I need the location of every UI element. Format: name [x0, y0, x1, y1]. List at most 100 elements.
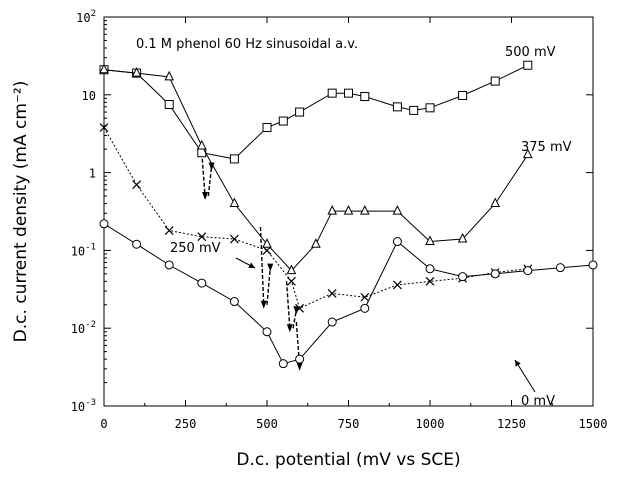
data-point-cross — [164, 226, 174, 235]
series-250-mv — [99, 123, 533, 333]
series-labels: 500 mV 375 mV 250 mV 0 mV — [170, 45, 572, 409]
y-tick-label: 10-3 — [71, 398, 96, 414]
series-line — [103, 69, 529, 272]
y-tick-label: 102 — [76, 9, 96, 25]
data-point-circle — [99, 219, 109, 229]
data-point-triangle — [131, 66, 142, 77]
drop-arrowhead — [296, 362, 303, 371]
data-point-cross — [392, 280, 402, 290]
drop-line — [266, 267, 271, 305]
data-point-square — [490, 76, 500, 86]
x-tick-label: 500 — [256, 417, 278, 431]
label-pointer-arrowhead — [515, 360, 521, 367]
data-point-circle — [327, 317, 337, 327]
data-point-square — [392, 102, 402, 112]
label-pointer — [514, 359, 536, 393]
data-point-cross — [132, 180, 142, 190]
data-point-circle — [295, 354, 305, 364]
data-point-cross — [295, 303, 305, 313]
data-point-triangle — [164, 70, 175, 81]
data-point-circle — [490, 269, 500, 279]
data-point-square — [409, 105, 419, 115]
y-tick-label: 10-1 — [71, 242, 96, 258]
data-point-triangle — [522, 148, 533, 159]
data-point-triangle — [286, 264, 297, 275]
data-point-circle — [197, 278, 207, 288]
data-point-triangle — [229, 197, 240, 208]
data-point-triangle — [343, 204, 354, 215]
series-layer — [99, 60, 598, 371]
data-point-triangle — [425, 235, 435, 246]
x-tick-label: 1000 — [416, 417, 445, 431]
x-tick-label: 0 — [100, 417, 107, 431]
series-label: 250 mV — [170, 241, 221, 256]
data-point-cross — [425, 276, 435, 286]
data-point-circle — [555, 263, 565, 273]
data-point-triangle — [327, 204, 338, 215]
x-tick-label: 750 — [338, 417, 360, 431]
data-point-square — [295, 107, 305, 117]
x-axis-title: D.c. potential (mV vs SCE) — [236, 450, 460, 470]
x-tick-label: 1500 — [579, 417, 608, 431]
data-point-square — [425, 103, 435, 113]
drop-line — [292, 310, 298, 329]
series-label: 0 mV — [521, 394, 555, 409]
y-tick-label: 10-2 — [71, 320, 96, 336]
data-point-triangle — [196, 139, 207, 150]
drop-arrowhead — [267, 263, 274, 272]
drop-arrowhead — [286, 324, 293, 333]
drop-arrowhead — [260, 300, 267, 309]
x-tick-label: 1250 — [497, 417, 526, 431]
data-point-cross — [262, 245, 272, 255]
data-point-circle — [360, 303, 370, 313]
data-point-triangle — [457, 232, 468, 243]
drop-arrowhead — [208, 162, 215, 171]
data-point-triangle — [262, 238, 272, 248]
drop-line — [207, 166, 213, 197]
data-point-circle — [588, 260, 598, 270]
axis-ticks: 0 250 500 750 1000 1250 1500 10-3 10-2 10-1 1 10 102 — [71, 9, 608, 431]
data-point-square — [262, 122, 272, 132]
series-line — [103, 127, 528, 309]
data-point-circle — [229, 297, 239, 307]
data-point-cross — [99, 123, 109, 132]
data-point-cross — [287, 276, 296, 286]
data-point-circle — [132, 239, 142, 249]
chart-annotation: 0.1 M phenol 60 Hz sinusoidal a.v. — [136, 37, 358, 52]
data-point-circle — [164, 260, 174, 270]
drop-arrowhead — [293, 306, 300, 315]
series-500-mv — [99, 60, 533, 201]
y-tick-label: 10 — [82, 89, 96, 103]
drop-line — [201, 152, 206, 197]
data-point-square — [327, 88, 337, 98]
data-point-circle — [458, 272, 468, 282]
data-point-square — [523, 60, 533, 70]
series-0-mv — [99, 219, 598, 371]
y-tick-label: 1 — [89, 167, 96, 181]
label-pointer-arrowhead — [248, 262, 255, 268]
data-point-circle — [392, 237, 402, 247]
data-point-circle — [278, 359, 288, 369]
data-point-square — [360, 92, 370, 102]
data-point-triangle — [311, 238, 321, 248]
data-point-triangle — [99, 63, 109, 74]
data-point-square — [458, 90, 468, 100]
drop-arrowhead — [202, 192, 209, 201]
data-point-square — [344, 88, 353, 98]
data-point-square — [229, 154, 239, 164]
drop-line — [259, 226, 265, 305]
data-point-triangle — [359, 204, 370, 215]
data-point-triangle — [490, 197, 501, 208]
drop-line — [285, 281, 291, 329]
data-point-cross — [327, 288, 337, 298]
series-label: 500 mV — [505, 45, 556, 60]
data-point-cross — [197, 232, 207, 242]
data-point-cross — [360, 292, 370, 302]
series-label: 375 mV — [521, 140, 572, 155]
series-375-mv — [99, 63, 533, 309]
data-point-square — [278, 116, 288, 126]
data-point-circle — [425, 264, 435, 274]
y-axis-title: D.c. current density (mA cm⁻²) — [11, 81, 31, 343]
data-point-cross — [229, 234, 239, 244]
